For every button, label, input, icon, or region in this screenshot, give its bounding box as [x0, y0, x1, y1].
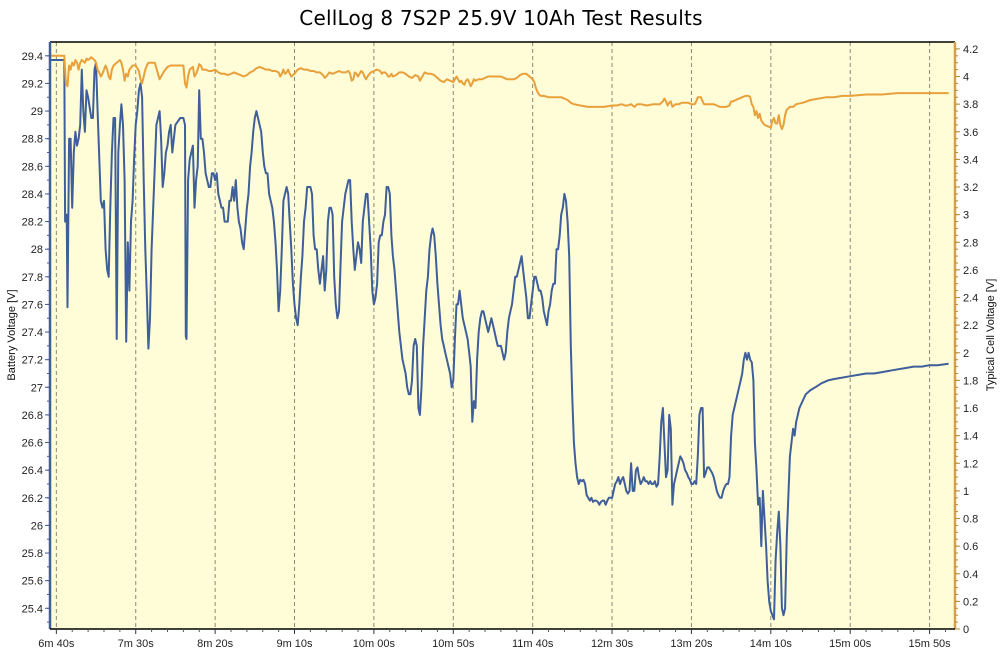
- y2-tick-label: 2.2: [963, 320, 978, 332]
- x-tick-label: 14m 10s: [750, 638, 793, 650]
- x-tick-label: 6m 40s: [38, 638, 75, 650]
- y2-tick-label: 2: [963, 348, 969, 360]
- y-axis-left-title: Battery Voltage [V]: [6, 289, 18, 380]
- x-tick-label: 8m 20s: [197, 638, 234, 650]
- x-tick-label: 15m 50s: [908, 638, 951, 650]
- y-tick-label: 25.6: [22, 576, 43, 588]
- y2-tick-label: 3: [963, 210, 969, 222]
- y2-tick-label: 1: [963, 486, 969, 498]
- plot-area: [50, 42, 955, 629]
- y-tick-label: 29.4: [22, 51, 43, 63]
- y2-tick-label: 3.4: [963, 154, 978, 166]
- y-tick-label: 27.2: [22, 355, 43, 367]
- x-tick-label: 10m 00s: [353, 638, 396, 650]
- y2-tick-label: 4.2: [963, 44, 978, 56]
- y-axis-left: 29.4 29.2 29 28.8 28.6 28.4 28.2 28 27.8 27.6 27.4…: [22, 51, 50, 623]
- y-tick-label: 26.6: [22, 438, 43, 450]
- y-tick-label: 25.4: [22, 603, 43, 615]
- y-axis-right: 4.2 4 3.8 3.6 3.4 3.2 3 2.8 2.6 2.4 2.2 2 1.8 1.6 1.4 1…: [955, 44, 978, 636]
- series-line-battery-voltage: [50, 59, 949, 621]
- y-tick-label: 25.8: [22, 548, 43, 560]
- y2-tick-label: 0.8: [963, 514, 978, 526]
- x-tick-label: 7m 30s: [118, 638, 155, 650]
- y2-tick-label: 2.4: [963, 293, 978, 305]
- y2-tick-label: 1.6: [963, 403, 978, 415]
- x-tick-label: 11m 40s: [512, 638, 554, 650]
- x-tick-label: 12m 30s: [591, 638, 634, 650]
- y-axis-right-title: Typical Cell Voltage [V]: [985, 279, 997, 392]
- y-tick-label: 26.4: [22, 465, 43, 477]
- y2-tick-label: 0.2: [963, 596, 978, 608]
- y2-tick-label: 4: [963, 72, 969, 84]
- chart-title: CellLog 8 7S2P 25.9V 10Ah Test Results: [299, 6, 703, 30]
- y2-tick-label: 0.4: [963, 569, 978, 581]
- y-tick-label: 28.6: [22, 161, 43, 173]
- series-group: [50, 54, 949, 621]
- y-tick-label: 28.2: [22, 217, 43, 229]
- y-tick-label: 27: [31, 382, 43, 394]
- y2-tick-label: 3.6: [963, 127, 978, 139]
- x-tick-label: 15m 00s: [829, 638, 872, 650]
- y2-tick-label: 2.8: [963, 237, 978, 249]
- y2-tick-label: 1.4: [963, 431, 978, 443]
- y-tick-label: 26.2: [22, 493, 43, 505]
- y2-tick-label: 0.6: [963, 541, 978, 553]
- y-tick-label: 28: [31, 244, 43, 256]
- y2-tick-label: 3.2: [963, 182, 978, 194]
- x-tick-label: 10m 50s: [432, 638, 475, 650]
- y-tick-label: 27.8: [22, 272, 43, 284]
- x-axis: 6m 40s 7m 30s 8m 20s 9m 10s 10m 00s 10m 50s 11…: [38, 629, 951, 650]
- y-tick-label: 28.4: [22, 189, 43, 201]
- x-tick-label: 13m 20s: [670, 638, 713, 650]
- y2-tick-label: 3.8: [963, 99, 978, 111]
- y-tick-label: 26.8: [22, 410, 43, 422]
- y-tick-label: 29: [31, 106, 43, 118]
- y2-tick-label: 1.2: [963, 458, 978, 470]
- y2-tick-label: 1.8: [963, 375, 978, 387]
- x-tick-label: 9m 10s: [276, 638, 313, 650]
- y-tick-label: 27.6: [22, 299, 43, 311]
- y-tick-label: 27.4: [22, 327, 43, 339]
- y-tick-label: 28.8: [22, 134, 43, 146]
- y2-tick-label: 0: [963, 624, 969, 636]
- series-line-cell-voltage: [50, 54, 949, 130]
- y-tick-label: 26: [31, 520, 43, 532]
- y2-tick-label: 2.6: [963, 265, 978, 277]
- y-tick-label: 29.2: [22, 78, 43, 90]
